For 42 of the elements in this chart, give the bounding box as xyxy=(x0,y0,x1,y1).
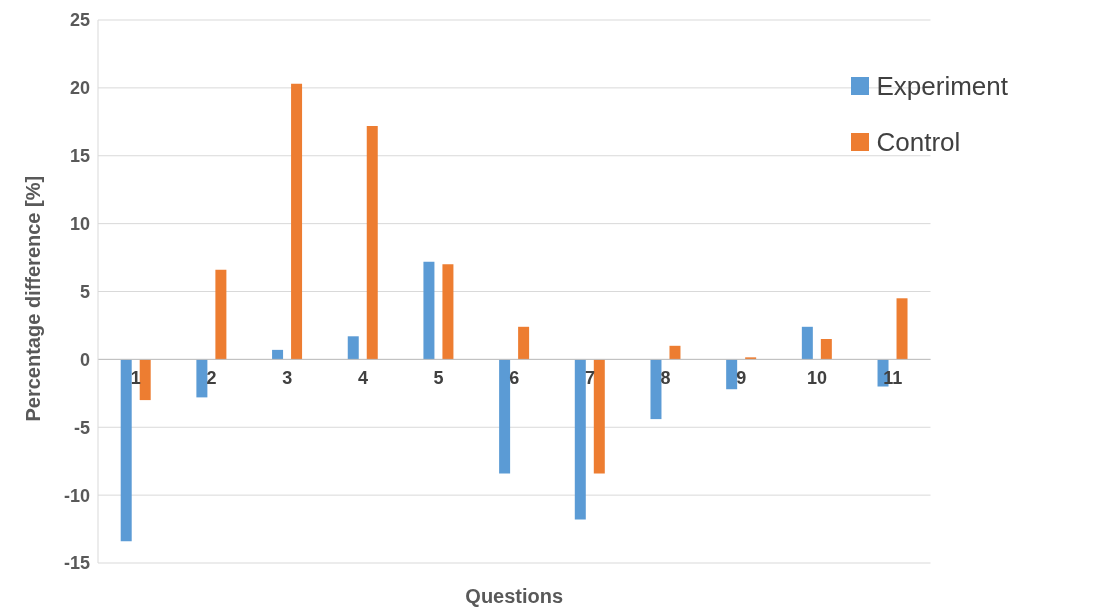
bar xyxy=(291,83,303,360)
x-tick-label: 4 xyxy=(357,368,368,389)
y-tick-label: -15 xyxy=(63,553,90,574)
bar xyxy=(896,298,908,360)
bar xyxy=(499,359,511,474)
y-tick-label: -5 xyxy=(73,417,90,438)
y-tick-label: 5 xyxy=(79,281,90,302)
x-tick-label: 6 xyxy=(509,368,520,389)
legend-label: Control xyxy=(876,126,961,158)
x-tick-label: 8 xyxy=(660,368,671,389)
bar xyxy=(120,359,132,542)
bar xyxy=(820,339,832,360)
bar xyxy=(745,357,757,360)
y-tick-label: -10 xyxy=(63,485,90,506)
bar xyxy=(801,326,813,360)
bar xyxy=(442,264,454,360)
bar xyxy=(366,125,378,360)
y-tick-label: 20 xyxy=(69,78,90,99)
bar xyxy=(518,326,530,360)
y-tick-label: 15 xyxy=(69,146,90,167)
x-tick-label: 3 xyxy=(282,368,293,389)
bar xyxy=(423,261,435,360)
bar xyxy=(272,349,284,360)
bar xyxy=(139,359,151,401)
y-tick-label: 25 xyxy=(69,10,90,31)
bar xyxy=(574,359,586,520)
legend-label: Experiment xyxy=(876,70,1008,102)
x-tick-label: 5 xyxy=(433,368,444,389)
bar xyxy=(669,345,681,360)
y-tick-label: 0 xyxy=(79,349,90,370)
x-tick-label: 2 xyxy=(206,368,217,389)
bar xyxy=(347,336,359,360)
x-tick-label: 10 xyxy=(806,368,827,389)
bar xyxy=(215,269,227,360)
x-tick-label: 9 xyxy=(736,368,747,389)
y-tick-label: 10 xyxy=(69,214,90,235)
bar xyxy=(726,359,738,390)
bar xyxy=(593,359,605,474)
y-axis-title: Percentage difference [%] xyxy=(22,175,45,422)
bar xyxy=(650,359,662,420)
bar xyxy=(196,359,208,398)
x-axis-title: Questions xyxy=(465,585,564,607)
